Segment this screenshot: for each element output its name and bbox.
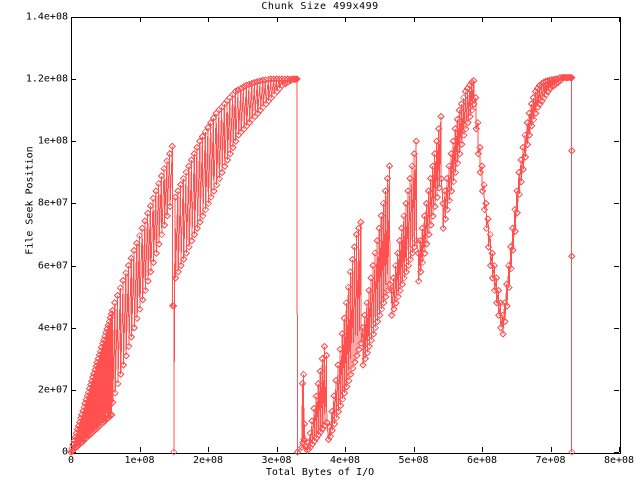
x-axis-label: Total Bytes of I/O [265,467,375,478]
y-axis-tick-labels: 0 2e+07 4e+07 6e+07 8e+07 1e+08 1.2e+08 1.4e+08 [0,0,68,480]
y-tick-label: 1.2e+08 [25,73,68,85]
y-tick-label: 8e+07 [37,197,68,209]
y-tick-label: 6e+07 [37,260,68,272]
y-tick-label: 4e+07 [37,322,68,334]
y-tick-label: 1e+08 [37,135,68,147]
series-line [70,77,573,454]
x-tick-label: 5e+08 [398,455,429,466]
y-tick-label: 1.4e+08 [25,11,68,23]
x-tick-label: 7e+08 [535,455,566,466]
series-markers [67,73,576,456]
x-tick-label: 1e+08 [124,455,155,466]
x-axis-tick-labels: 0 1e+08 2e+08 3e+08 4e+08 5e+08 6e+08 7e+08 8e+0… [0,455,640,475]
x-tick-label: 8e+08 [603,455,635,466]
data-series-layer [67,73,576,456]
chart-title: Chunk Size 499x499 [261,1,379,12]
y-tick-label: 2e+07 [37,384,68,396]
x-tick-label: 3e+08 [261,455,292,466]
x-tick-label: 6e+08 [466,455,498,466]
x-tick-label: 2e+08 [192,455,224,466]
x-tick-label: 4e+08 [329,455,361,466]
x-tick-label: 0 [67,455,75,466]
y-axis-label: File Seek Position [24,146,36,255]
y-tick-label: 0 [61,446,68,458]
